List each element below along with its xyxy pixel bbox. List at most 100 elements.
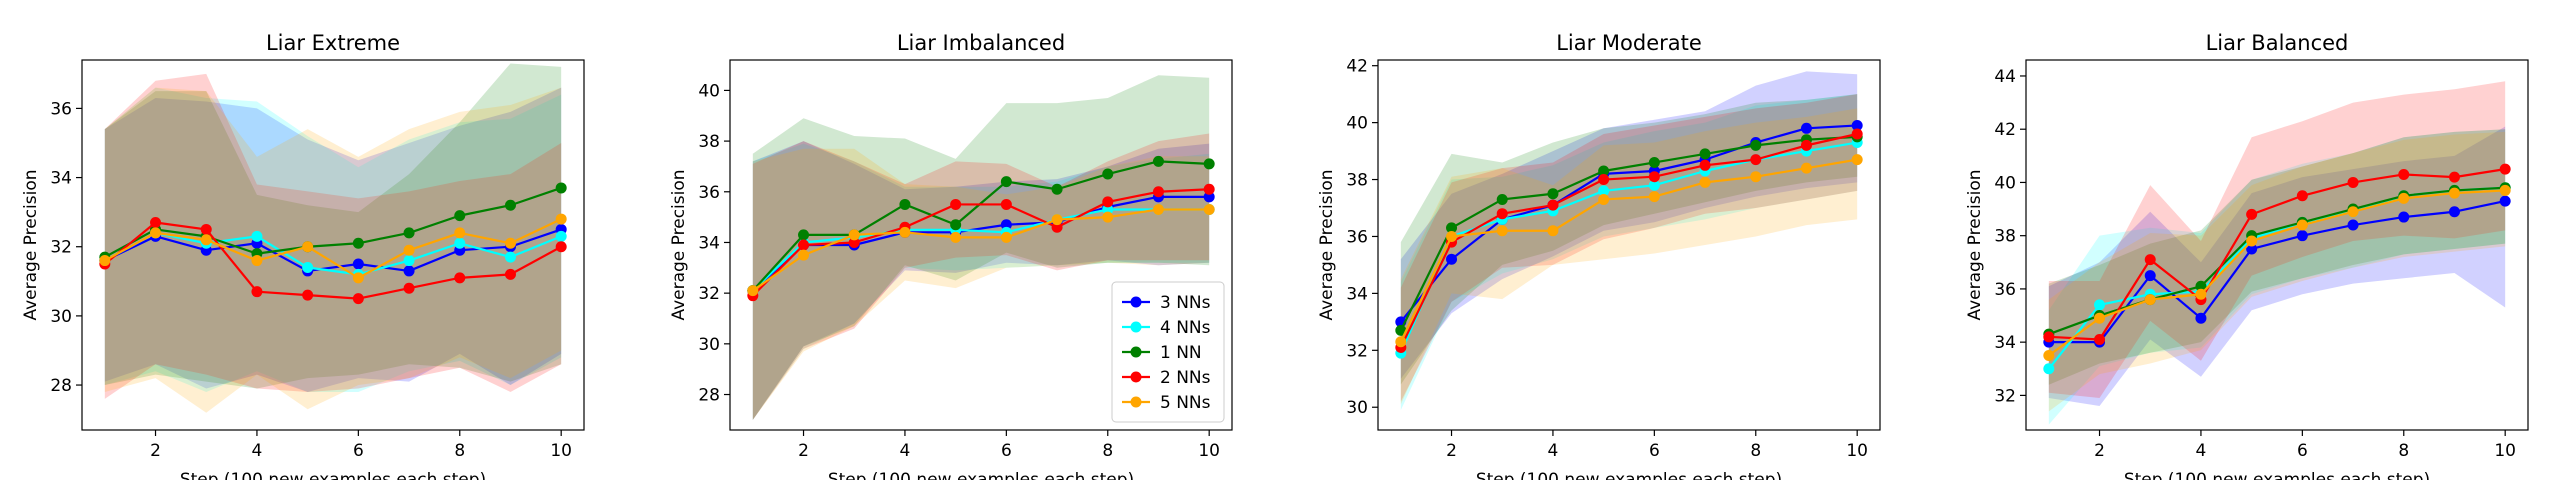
x-tick-label: 4	[1548, 441, 1559, 461]
line-2-nns	[104, 221, 562, 300]
point-5-nns	[950, 231, 962, 243]
point-2-nns	[1496, 208, 1508, 220]
x-tick-label: 2	[798, 441, 809, 461]
point-2-nns	[1800, 139, 1812, 151]
y-tick-label: 36	[1346, 227, 1368, 247]
point-3-nns	[1000, 219, 1012, 231]
point-5-nns	[1395, 336, 1407, 348]
point-2-nns	[1547, 199, 1559, 211]
point-5-nns	[1496, 225, 1508, 237]
point-2-nns	[504, 268, 516, 280]
point-2-nns	[2499, 163, 2511, 175]
point-2-nns	[200, 223, 212, 235]
band-5-nns	[104, 87, 562, 413]
point-5-nns	[1699, 176, 1711, 188]
point-2-nns	[2043, 331, 2055, 343]
point-5-nns	[2296, 219, 2308, 231]
point-1-nn	[1547, 188, 1559, 200]
point-1-nn	[2195, 280, 2207, 292]
point-1-nn	[1152, 155, 1164, 167]
point-5-nns	[555, 213, 567, 225]
point-4-nns	[1648, 179, 1660, 191]
point-3-nns	[2195, 312, 2207, 324]
chart-panel-3: 2 4 6 8 10 30 32 34 36 38 40 42 Liar Moderate Step (1…	[1317, 31, 1881, 480]
axes-frame	[81, 59, 585, 431]
y-axis-label: Average Precision	[669, 169, 689, 320]
y-tick-label: 30	[1346, 398, 1368, 418]
point-3-nns	[2296, 230, 2308, 242]
y-tick-label: 38	[698, 132, 720, 152]
band-1-nn	[1400, 94, 1858, 385]
point-2-nns	[848, 236, 860, 248]
point-1-nn	[352, 237, 364, 249]
chart-title: Liar Imbalanced	[897, 31, 1065, 55]
point-3-nns	[2144, 270, 2156, 282]
point-1-nn	[1000, 176, 1012, 188]
y-tick-label: 44	[1994, 67, 2016, 87]
point-2-nns	[1203, 183, 1215, 195]
point-5-nns	[99, 255, 111, 267]
point-1-nn	[1598, 165, 1610, 177]
line-1-nn	[1399, 135, 1858, 331]
band-5-nns	[1400, 108, 1858, 405]
band-3-nns	[104, 87, 562, 392]
band-2-nns	[104, 73, 562, 399]
legend: 3 NNs 4 NNs 1 NN 2 NNs 5 NNs	[1111, 281, 1225, 423]
y-tick-label: 34	[50, 169, 72, 189]
point-3-nns	[1446, 253, 1458, 265]
line-1-nn	[2048, 186, 2506, 336]
point-5-nns	[504, 237, 516, 249]
y-tick-label: 34	[698, 233, 720, 253]
point-2-nns	[1000, 198, 1012, 210]
x-tick-label: 6	[353, 441, 364, 461]
point-5-nns	[2195, 288, 2207, 300]
y-tick-label: 28	[698, 386, 720, 406]
y-tick-label: 28	[50, 376, 72, 396]
x-tick-label: 4	[900, 441, 911, 461]
point-5-nns	[1648, 191, 1660, 203]
chart-panel-2: 2 4 6 8 10 28 30 32 34 36 38 40 Liar Imbalanced Step …	[669, 31, 1233, 480]
point-2-nns	[2246, 208, 2258, 220]
y-axis-label: Average Precision	[21, 169, 41, 320]
point-2-nns	[150, 217, 162, 229]
point-5-nns	[454, 227, 466, 239]
point-5-nns	[1547, 225, 1559, 237]
point-1-nn	[899, 198, 911, 210]
point-4-nns	[403, 255, 415, 267]
legend-label-5-nns: 5 NNs	[1160, 393, 1211, 413]
legend-label-1-nn: 1 NN	[1160, 343, 1202, 363]
plot-area	[99, 63, 567, 413]
x-tick-label: 8	[2398, 441, 2409, 461]
band-2-nns	[2048, 81, 2506, 399]
point-5-nns	[747, 285, 759, 297]
point-1-nn	[454, 210, 466, 222]
line-1-nn	[104, 186, 562, 259]
line-5-nns	[1399, 158, 1858, 343]
line-5-nns	[2048, 189, 2506, 357]
point-4-nns	[302, 261, 314, 273]
point-5-nns	[848, 229, 860, 241]
y-tick-label: 40	[1346, 114, 1368, 134]
line-4-nns	[104, 231, 562, 276]
x-tick-label: 6	[1001, 441, 1012, 461]
point-5-nns	[2499, 184, 2511, 196]
point-2-nns	[1851, 128, 1863, 140]
point-5-nns	[2448, 187, 2460, 199]
point-2-nns	[454, 272, 466, 284]
chart-panel-4: 2 4 6 8 10 32 34 36 38 40 42 44 Liar Balanced Step (1…	[1965, 31, 2529, 480]
x-tick-label: 4	[252, 441, 263, 461]
point-5-nns	[2144, 294, 2156, 306]
line-5-nns	[104, 218, 562, 279]
point-2-nns	[798, 239, 810, 251]
point-1-nn	[1051, 183, 1063, 195]
legend-marker-1-nn	[1130, 346, 1142, 358]
point-3-nns	[352, 258, 364, 270]
line-3-nns	[104, 228, 562, 273]
point-1-nn	[1699, 148, 1711, 160]
point-2-nns	[403, 282, 415, 294]
y-tick-label: 40	[698, 81, 720, 101]
band-4-nns	[104, 87, 562, 392]
point-4-nns	[2094, 299, 2106, 311]
y-axis-label: Average Precision	[1317, 169, 1337, 320]
axes-frame	[2025, 59, 2529, 431]
